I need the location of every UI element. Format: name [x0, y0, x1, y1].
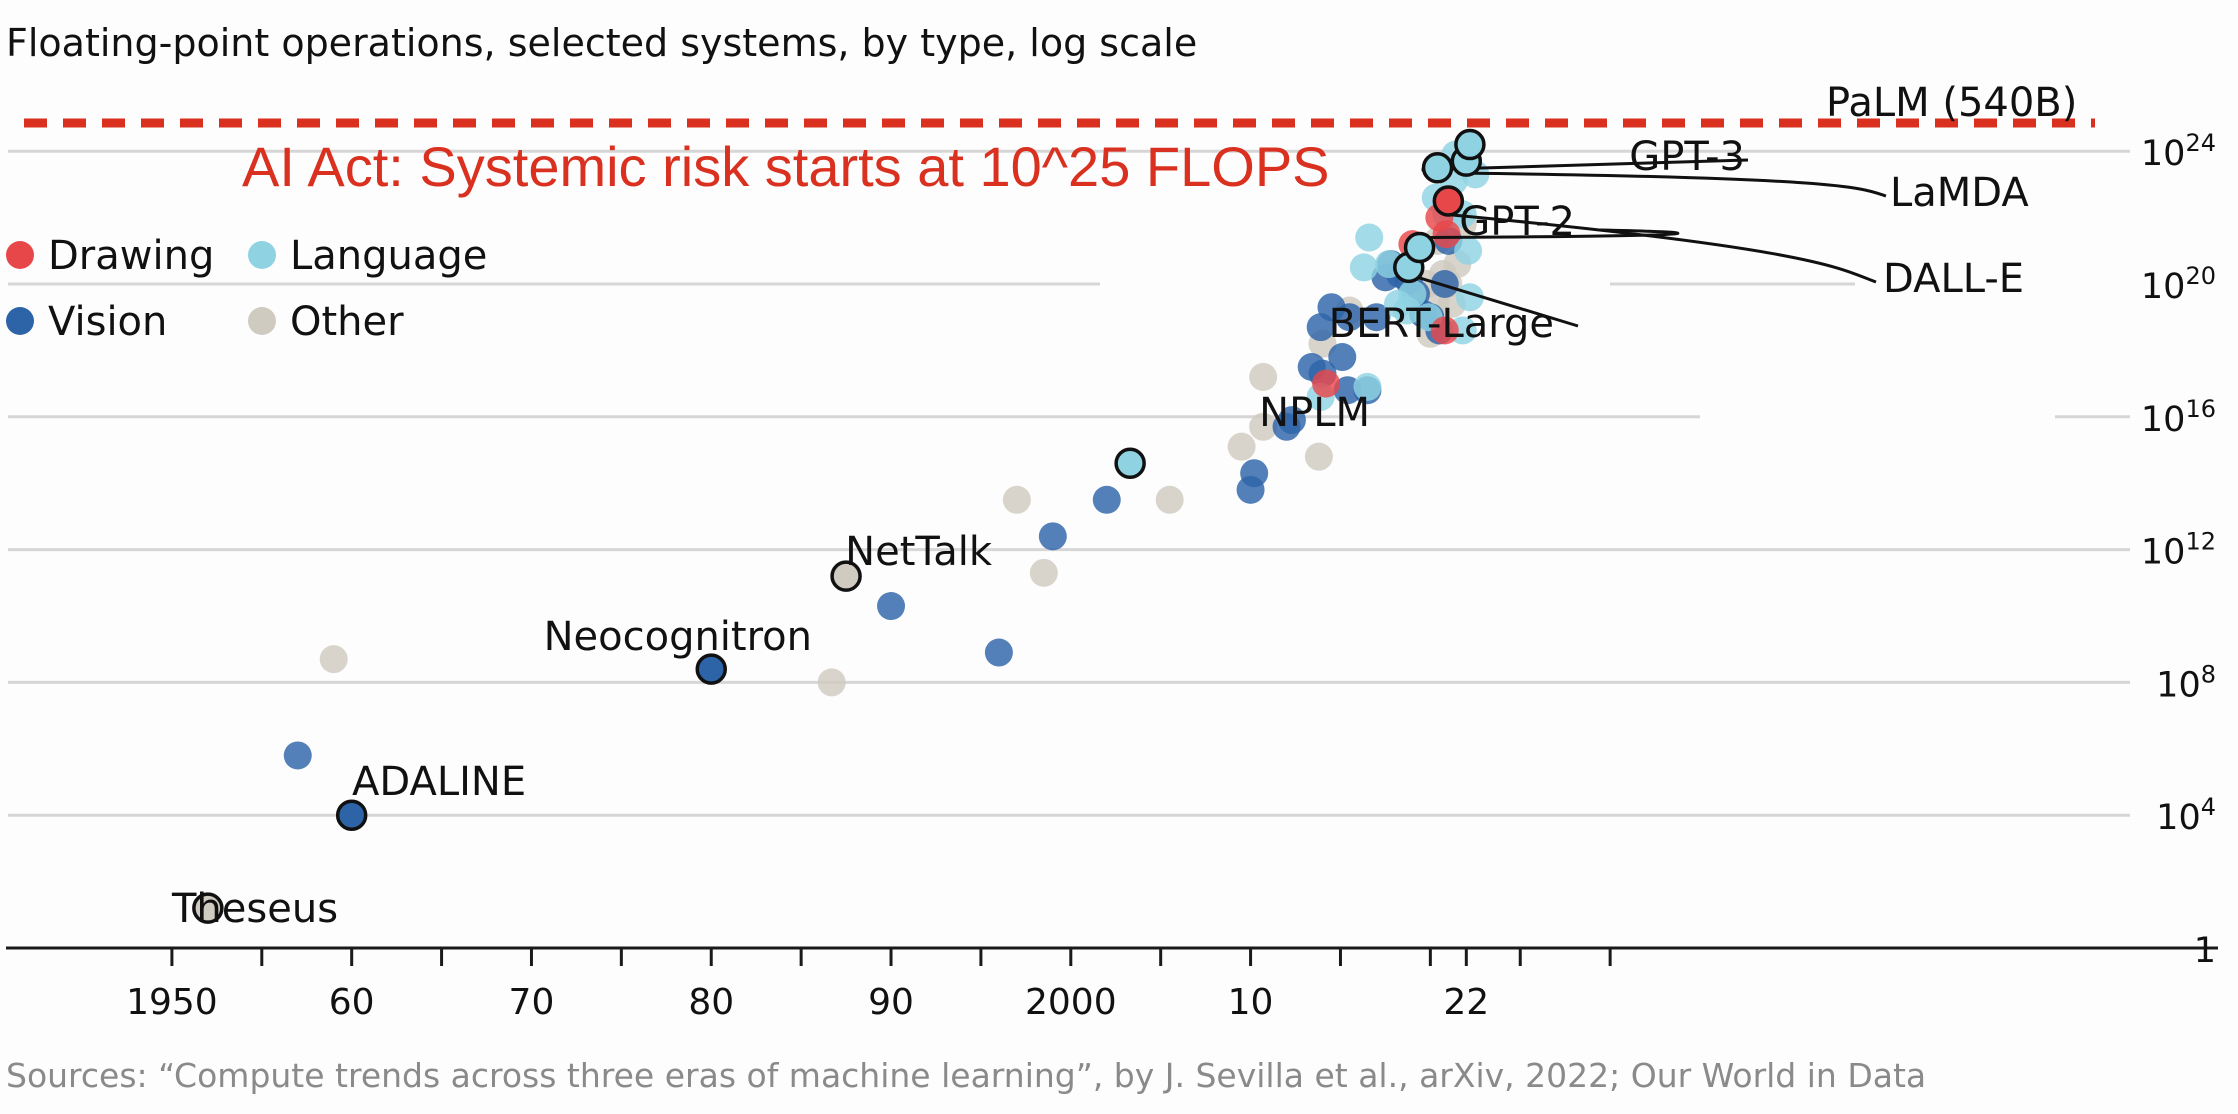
- y-tick-label: 1024: [2141, 129, 2216, 174]
- data-point-other: [1304, 442, 1333, 471]
- legend-swatch: [6, 307, 34, 335]
- data-point-drawing: [1312, 369, 1341, 398]
- data-point-vision: [1240, 459, 1269, 488]
- y-tick-label: 1016: [2141, 395, 2216, 440]
- annotation-label: GPT-3: [1629, 134, 1745, 180]
- legend-label: Language: [290, 233, 487, 279]
- data-point-other: [1029, 558, 1058, 587]
- x-tick-label: 60: [329, 982, 375, 1023]
- highlight-point: [1432, 185, 1465, 217]
- annotation-label: Theseus: [171, 886, 338, 932]
- legend-swatch: [248, 307, 276, 335]
- x-tick-label: 70: [509, 982, 555, 1023]
- data-point-language: [1398, 279, 1427, 308]
- tick-backdrop: [2130, 533, 2230, 566]
- data-point-vision: [1328, 343, 1357, 372]
- annotation-leader: [1415, 228, 1680, 239]
- tick-backdrop: [2130, 666, 2230, 699]
- highlight-point: [1403, 231, 1436, 264]
- y-tick-label: 1012: [2141, 528, 2216, 573]
- data-point-vision: [1362, 303, 1391, 332]
- data-point-other: [319, 645, 348, 674]
- x-tick-label: 80: [688, 982, 734, 1023]
- annotation-label: ADALINE: [352, 759, 526, 805]
- data-point-language: [1353, 372, 1382, 401]
- legend-swatch: [248, 241, 276, 269]
- x-tick-label: 90: [868, 982, 914, 1023]
- highlight-point: [695, 653, 727, 685]
- data-point-language: [1355, 223, 1384, 252]
- annotation-label: PaLM (540B): [1826, 80, 2077, 126]
- annotation-label: LaMDA: [1890, 170, 2029, 216]
- highlight-point: [192, 892, 224, 924]
- label-backdrop: [1700, 400, 2055, 436]
- data-point-language: [1349, 253, 1378, 282]
- data-point-vision: [1092, 485, 1121, 514]
- tick-backdrop: [2130, 799, 2230, 832]
- data-point-other: [817, 668, 846, 697]
- y-axis: 1024 1020 1016 1012 108 104 1: [2141, 129, 2216, 971]
- data-point-vision: [1038, 522, 1067, 551]
- y-tick-label: 1: [2194, 931, 2216, 971]
- annotation-label: Neocognitron: [544, 614, 812, 660]
- legend-label: Other: [290, 299, 404, 345]
- y-tick-label: 104: [2156, 793, 2216, 838]
- label-backdrop: [1235, 582, 1770, 618]
- annotation-leader: [1404, 271, 1579, 328]
- highlight-point: [1114, 447, 1146, 480]
- tick-backdrop: [2130, 268, 2230, 300]
- annotations: Theseus ADALINE Neocognitron NetTalk NPLM BER…: [171, 80, 2077, 932]
- chart-title: Floating-point operations, selected syst…: [6, 21, 1197, 65]
- data-point-vision: [1277, 406, 1306, 435]
- threshold-layer: AI Act: Systemic risk starts at 10^25 FL…: [24, 118, 2095, 198]
- highlight-point: [1454, 128, 1486, 161]
- y-tick-label: 1020: [2141, 262, 2216, 307]
- legend-label: Vision: [48, 299, 167, 345]
- annotation-label: DALL-E: [1883, 256, 2024, 302]
- threshold-label: AI Act: Systemic risk starts at 10^25 FL…: [242, 135, 1330, 198]
- data-point-vision: [984, 638, 1013, 667]
- x-tick-label: 10: [1228, 982, 1274, 1023]
- highlight-point: [1421, 152, 1454, 184]
- legend-label: Drawing: [48, 233, 214, 279]
- data-point-other: [1227, 432, 1256, 461]
- data-point-other: [1155, 485, 1184, 514]
- x-tick-label: 2000: [1025, 982, 1117, 1023]
- x-axis: 1950 60 70 80 90 2000 10 22: [6, 946, 2218, 1023]
- legend: Drawing Language Vision Other: [6, 233, 487, 345]
- y-tick-label: 108: [2156, 660, 2216, 705]
- data-point-drawing: [1432, 220, 1461, 249]
- source-note: Sources: “Compute trends across three er…: [6, 1056, 1926, 1095]
- tick-backdrop: [2130, 400, 2230, 433]
- annotation-label: BERT-Large: [1329, 301, 1554, 347]
- legend-swatch: [6, 241, 34, 269]
- data-point-drawing: [1430, 316, 1459, 345]
- data-point-language: [1454, 236, 1483, 265]
- data-point-other: [1249, 412, 1278, 441]
- data-point-vision: [877, 592, 906, 621]
- annotation-leader: [1452, 213, 1877, 284]
- x-tick-label: 22: [1443, 982, 1489, 1023]
- annotation-label: NetTalk: [845, 529, 993, 575]
- x-tick-label: 1950: [126, 982, 218, 1023]
- highlight-point: [335, 799, 368, 831]
- annotation-leader: [1468, 171, 1887, 198]
- tick-backdrop: [2130, 135, 2230, 168]
- data-point-vision: [1335, 303, 1364, 332]
- data-point-vision: [283, 741, 312, 770]
- data-point-other: [1002, 485, 1031, 514]
- annotation-label: NPLM: [1259, 390, 1370, 436]
- data-point-other: [1249, 362, 1278, 391]
- highlight-point: [830, 560, 862, 592]
